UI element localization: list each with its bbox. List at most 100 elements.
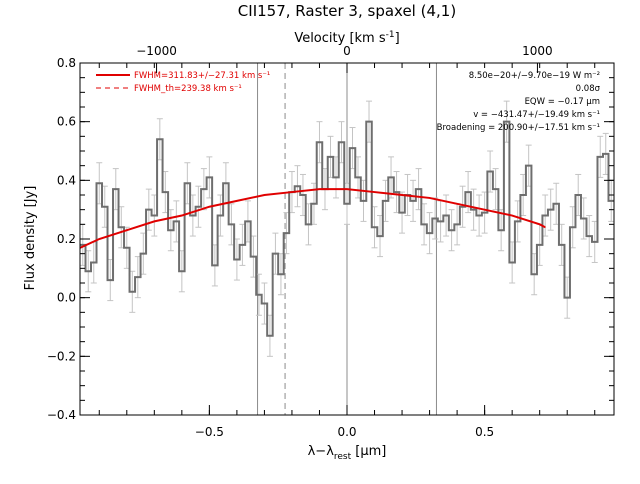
annotation-significance: 0.08σ (576, 84, 601, 94)
chart-title: CII157, Raster 3, spaxel (4,1) (238, 2, 456, 20)
spectrum-point (440, 220, 442, 222)
x-tick-label: 0.5 (475, 425, 494, 439)
spectrum-point (142, 253, 144, 255)
spectrum-point (412, 200, 414, 202)
spectrum-point (352, 147, 354, 149)
spectrum-point (170, 229, 172, 231)
spectrum-point (357, 176, 359, 178)
spectrum-point (335, 176, 337, 178)
annotation-eqw: EQW = −0.17 μm (525, 97, 600, 107)
spectrum-point (610, 200, 612, 202)
x-tick-label: −0.5 (195, 425, 224, 439)
x-axis-label-sub: rest (334, 452, 352, 462)
spectrum-point (93, 261, 95, 263)
spectrum-point (280, 273, 282, 275)
spectrum-point (484, 212, 486, 214)
top-tick-label: 0 (343, 44, 351, 58)
y-tick-label: 0.8 (57, 56, 76, 70)
spectrum-point (495, 188, 497, 190)
top-axis-label-sup: -1 (386, 30, 395, 40)
spectrum-point (500, 229, 502, 231)
spectrum-point (120, 226, 122, 228)
y-tick-label: −0.4 (47, 408, 76, 422)
spectrum-point (329, 156, 331, 158)
fit-point (181, 215, 183, 217)
spectrum-point (539, 244, 541, 246)
spectrum-point (374, 226, 376, 228)
spectrum-point (434, 217, 436, 219)
spectrum-point (175, 220, 177, 222)
spectrum-point (423, 223, 425, 225)
spectrum-point (572, 226, 574, 228)
spectrum-point (219, 215, 221, 217)
annotation-line-flux: 8.50e−20+/−9.70e−19 W m⁻² (469, 71, 600, 81)
top-axis-label: Velocity [km s-1] (294, 30, 399, 46)
spectrum-point (401, 212, 403, 214)
spectrum-point (566, 297, 568, 299)
spectrum-point (181, 270, 183, 272)
spectrum-point (285, 232, 287, 234)
spectrum-point (258, 294, 260, 296)
spectrum-point (346, 203, 348, 205)
legend: FWHM=311.83+/−27.31 km s⁻¹ FWHM_th=239.3… (96, 71, 270, 94)
spectrum-point (82, 244, 84, 246)
fit-curve (80, 188, 546, 249)
spectrum-point (528, 165, 530, 167)
spectrum-point (489, 171, 491, 173)
fit-point (346, 188, 348, 190)
spectrum-point (583, 217, 585, 219)
spectrum-point (307, 223, 309, 225)
spectrum-point (98, 182, 100, 184)
annotation-velocity: v = −431.47+/−19.49 km s⁻¹ (473, 110, 600, 120)
spectrum-point (214, 264, 216, 266)
y-tick-label: 0.6 (57, 115, 76, 129)
spectrum-point (594, 241, 596, 243)
spectrum-point (208, 176, 210, 178)
y-tick-label: −0.2 (47, 349, 76, 363)
spectrum-point (263, 303, 265, 305)
legend-label-fwhm: FWHM=311.83+/−27.31 km s⁻¹ (134, 71, 270, 81)
spectrum-point (506, 121, 508, 123)
spectrum-point (390, 176, 392, 178)
fit-point (484, 209, 486, 211)
spectrum-group (80, 100, 614, 357)
spectrum-point (104, 206, 106, 208)
fit-point (208, 206, 210, 208)
x-axis-label: λ−λrest [μm] (308, 444, 387, 462)
x-tick-label: 0.0 (337, 425, 356, 439)
spectrum-point (131, 291, 133, 293)
top-axis-label-close: ] (395, 31, 400, 46)
spectrum-point (87, 270, 89, 272)
spectrum-point (478, 215, 480, 217)
spectrum-point (418, 188, 420, 190)
spectrum-point (252, 256, 254, 258)
spectrum-point (236, 259, 238, 261)
fit-point (153, 220, 155, 222)
fit-point (401, 194, 403, 196)
plot-area: −0.5 0.0 0.5 −1000 0 1000 −0.4 −0.2 0.0 0.2 0.4 0.6… (47, 44, 615, 439)
spectrum-point (225, 182, 227, 184)
spectrum-point (126, 247, 128, 249)
spectrum-point (340, 141, 342, 143)
spectrum-point (186, 182, 188, 184)
spectrum-point (379, 235, 381, 237)
spectrum-point (192, 215, 194, 217)
spectrum-point (517, 220, 519, 222)
spectrum-point (203, 188, 205, 190)
spectrum-point (274, 253, 276, 255)
y-tick-label: 0.0 (57, 291, 76, 305)
top-tick-label: 1000 (522, 44, 553, 58)
spectrum-point (605, 153, 607, 155)
spectrum-point (230, 223, 232, 225)
spectrum-point (451, 229, 453, 231)
fit-point (291, 191, 293, 193)
spectrum-point (462, 206, 464, 208)
fit-point (318, 188, 320, 190)
spectrum-point (599, 156, 601, 158)
spectrum-point (153, 215, 155, 217)
spectrum-point (445, 215, 447, 217)
spectrum-point (456, 223, 458, 225)
spectrum-point (550, 209, 552, 211)
